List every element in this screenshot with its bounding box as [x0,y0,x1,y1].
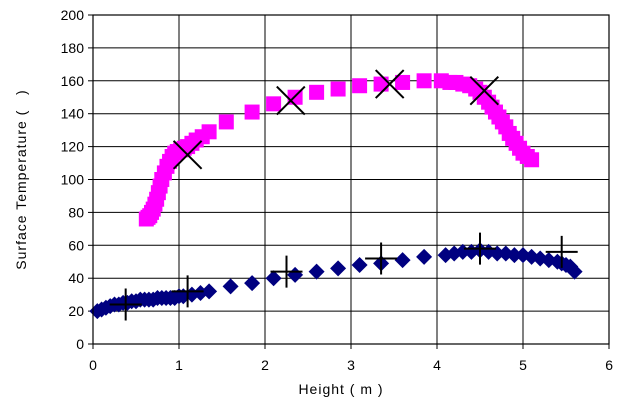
x-marker [374,69,405,99]
x-tick-label: 5 [519,357,527,373]
diamond-marker [566,263,583,280]
x-tick-label: 6 [605,357,613,373]
square-marker [218,114,234,130]
plot-frame [92,14,610,345]
x-marker [276,85,306,116]
square-marker [266,96,282,112]
plus-marker [365,242,398,275]
square-marker [201,124,217,140]
diamond-marker [515,247,531,264]
x-axis-label: Height ( m ) [298,381,383,397]
diamond-marker [506,247,523,264]
diamond-marker [244,275,261,292]
diamond-marker [416,248,433,265]
square-marker [330,81,346,97]
y-tick-label: 80 [68,204,84,220]
square-marker [524,152,540,168]
diamond-marker [308,263,325,280]
x-tick-label: 2 [261,357,269,373]
plus-marker [270,255,303,288]
y-tick-labels: 0 20 40 60 80 100 120 140 160 180 200 [61,7,85,352]
y-tick-label: 60 [68,237,84,253]
square-marker [309,84,325,100]
y-tick-label: 40 [68,270,84,286]
diamond-marker [287,266,304,283]
plus-marker [109,288,142,321]
square-marker [373,76,389,92]
x-tick-label: 1 [175,357,183,373]
y-tick-label: 100 [61,172,85,188]
y-tick-label: 120 [61,139,85,155]
y-tick-label: 200 [61,7,85,23]
series-4 [109,232,578,321]
diamond-marker [330,260,347,277]
x-tick-label: 0 [89,357,97,373]
y-axis-label: Surface Temperature ( ) [13,89,29,269]
square-marker [352,78,368,94]
y-tick-label: 20 [68,303,84,319]
series-2 [89,242,583,320]
x-tick-label: 3 [347,357,355,373]
square-marker [416,73,432,89]
x-marker [469,75,500,106]
square-marker [395,74,411,90]
diamond-marker [351,257,368,274]
x-marker [172,140,203,170]
data-points [89,69,583,321]
series-3 [172,69,500,170]
y-tick-label: 140 [61,106,85,122]
y-tick-label: 0 [76,336,84,352]
plus-marker [545,235,578,268]
diamond-marker [201,283,218,300]
plus-marker [464,232,496,265]
square-marker [244,104,260,120]
y-tick-label: 180 [61,40,85,56]
plus-marker [171,275,204,308]
diamond-marker [265,270,282,287]
x-tick-label: 4 [433,357,441,373]
y-tick-label: 160 [61,73,85,89]
diamond-marker [222,278,239,295]
x-tick-labels: 0 1 2 3 4 5 6 [89,357,613,373]
diamond-marker [394,252,411,269]
